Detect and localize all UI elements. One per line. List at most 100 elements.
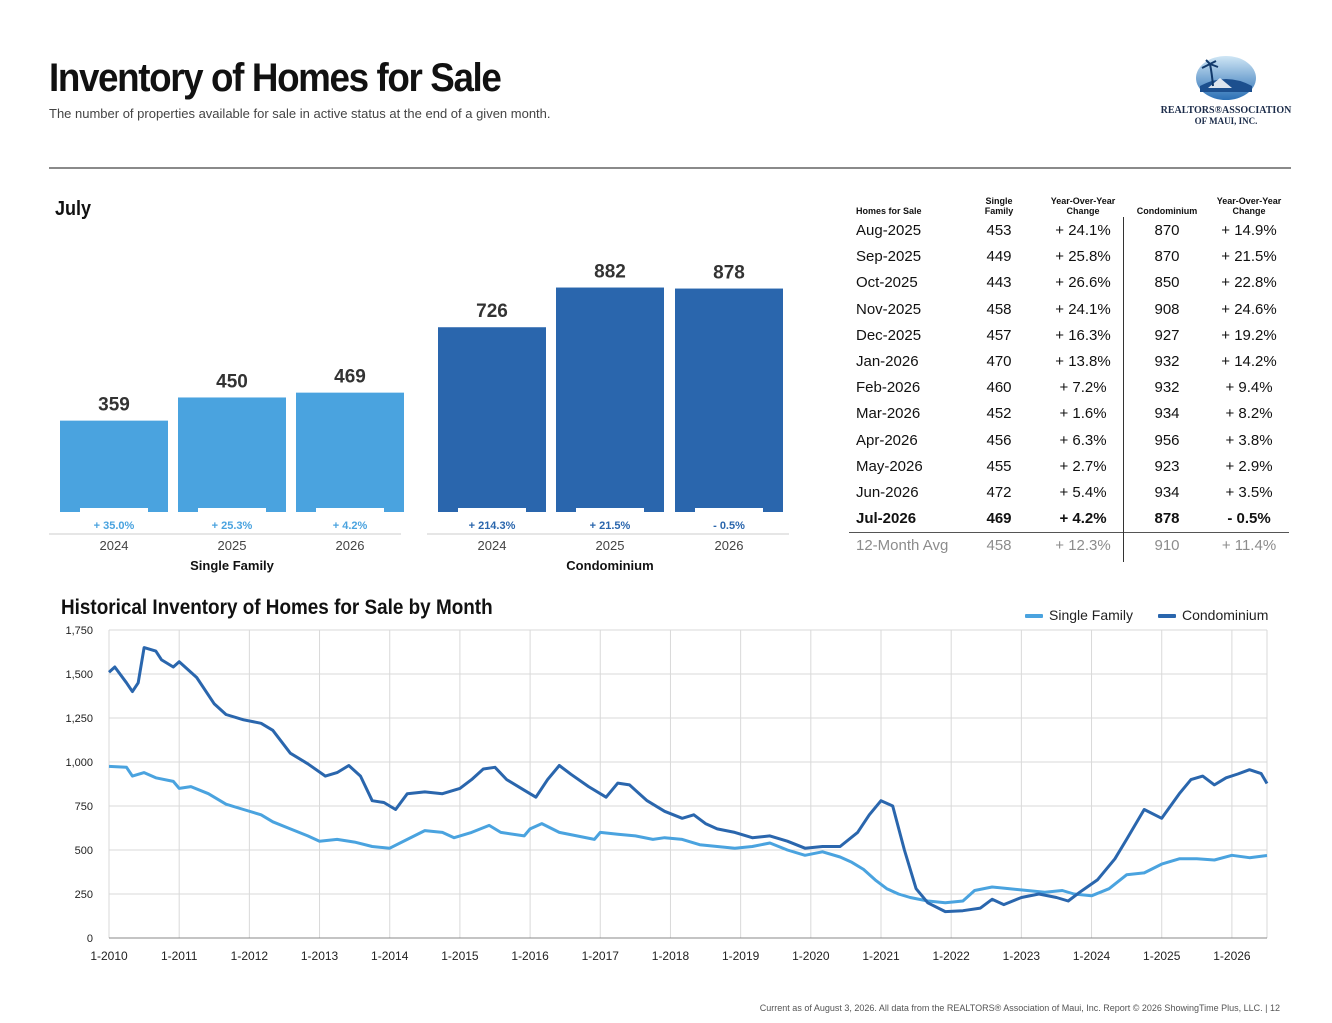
- bar-year-label: 2024: [100, 538, 129, 553]
- row-single-family: 455: [986, 457, 1012, 475]
- y-tick-label: 750: [75, 801, 93, 813]
- row-condo-change: + 24.6%: [1221, 300, 1277, 318]
- avg-sf-change: + 12.3%: [1055, 537, 1111, 555]
- row-condo-change: + 8.2%: [1225, 405, 1273, 423]
- y-tick-label: 1,500: [65, 669, 93, 681]
- y-tick-label: 0: [87, 933, 93, 945]
- x-tick-label: 1-2019: [722, 949, 760, 963]
- row-month: May-2026: [856, 457, 923, 475]
- table-row: Jul-2026 469 + 4.2% 878 - 0.5%: [849, 506, 1289, 532]
- bar-single-family-2024: [60, 420, 168, 512]
- logo-text-2: OF MAUI, INC.: [1195, 116, 1258, 126]
- bar-single-family-2025: [178, 397, 286, 512]
- avg-sf: 458: [986, 537, 1012, 555]
- table-row: Oct-2025 443 + 26.6% 850 + 22.8%: [849, 270, 1289, 296]
- row-condo-change: - 0.5%: [1227, 510, 1271, 528]
- bar-value-label: 469: [334, 367, 366, 388]
- row-condominium: 932: [1154, 379, 1180, 397]
- row-sf-change: + 5.4%: [1059, 483, 1107, 501]
- row-condo-change: + 19.2%: [1221, 326, 1277, 344]
- row-month: Oct-2025: [856, 274, 918, 292]
- bar-change-tab: [695, 508, 763, 512]
- row-single-family: 458: [986, 300, 1012, 318]
- avg-condo: 910: [1154, 537, 1180, 555]
- row-condo-change: + 9.4%: [1225, 379, 1273, 397]
- row-sf-change: + 24.1%: [1055, 222, 1111, 239]
- bar-value-label: 450: [216, 371, 248, 392]
- row-condo-change: + 3.8%: [1225, 431, 1273, 449]
- row-sf-change: + 26.6%: [1055, 274, 1111, 292]
- table-column-divider: [1123, 217, 1124, 562]
- row-sf-change: + 24.1%: [1055, 300, 1111, 318]
- row-single-family: 472: [986, 483, 1012, 501]
- header-condominium: Condominium: [1136, 206, 1198, 216]
- table-header: Homes for Sale Single Family Year-Over-Ye…: [849, 190, 1289, 218]
- table-row: Sep-2025 449 + 25.8% 870 + 21.5%: [849, 244, 1289, 270]
- row-single-family: 443: [986, 274, 1012, 292]
- page-title: Inventory of Homes for Sale: [49, 56, 502, 100]
- table-avg-row: 12-Month Avg 458 + 12.3% 910 + 11.4%: [849, 532, 1289, 559]
- row-condo-change: + 14.9%: [1221, 222, 1277, 239]
- y-tick-label: 1,000: [65, 757, 93, 769]
- row-condominium: 923: [1154, 457, 1180, 475]
- row-sf-change: + 1.6%: [1059, 405, 1107, 423]
- row-month: Sep-2025: [856, 248, 922, 266]
- history-title: Historical Inventory of Homes for Sale b…: [61, 596, 493, 619]
- row-condominium: 934: [1154, 405, 1180, 423]
- bar-change-label: + 21.5%: [590, 520, 631, 532]
- row-sf-change: + 4.2%: [1059, 510, 1107, 528]
- bar-change-label: + 35.0%: [94, 520, 135, 532]
- page-subtitle: The number of properties available for s…: [49, 106, 551, 121]
- bar-condominium-2026: [675, 288, 783, 512]
- row-month: Apr-2026: [856, 431, 918, 449]
- table-body: Aug-2025 453 + 24.1% 870 + 14.9% Sep-2025 449 +…: [849, 218, 1289, 532]
- footer-note: Current as of August 3, 2026. All data f…: [759, 1003, 1280, 1013]
- table-row: Aug-2025 453 + 24.1% 870 + 14.9%: [849, 218, 1289, 244]
- table-row: Apr-2026 456 + 6.3% 956 + 3.8%: [849, 428, 1289, 454]
- x-tick-label: 1-2015: [441, 949, 479, 963]
- header-sf-change: Year-Over-Year Change: [1050, 196, 1116, 216]
- row-condominium: 878: [1154, 510, 1180, 528]
- y-tick-label: 250: [75, 889, 93, 901]
- bar-value-label: 878: [713, 263, 745, 284]
- association-logo: REALTORS®ASSOCIATION OF MAUI, INC.: [1161, 56, 1292, 126]
- row-single-family: 470: [986, 352, 1012, 370]
- group-label-single-family: Single Family: [190, 558, 275, 573]
- row-single-family: 469: [986, 510, 1012, 528]
- x-tick-label: 1-2012: [231, 949, 269, 963]
- bar-value-label: 726: [476, 301, 508, 322]
- row-sf-change: + 6.3%: [1059, 431, 1107, 449]
- x-tick-label: 1-2021: [862, 949, 900, 963]
- table-row: May-2026 455 + 2.7% 923 + 2.9%: [849, 454, 1289, 480]
- row-condominium: 850: [1154, 274, 1180, 292]
- row-month: Jun-2026: [856, 483, 919, 501]
- bar-change-tab: [80, 508, 148, 512]
- group-label-condominium: Condominium: [566, 558, 653, 573]
- x-tick-label: 1-2016: [511, 949, 549, 963]
- bar-change-label: - 0.5%: [713, 520, 745, 532]
- row-condo-change: + 21.5%: [1221, 248, 1277, 266]
- bar-year-label: 2025: [218, 538, 247, 553]
- row-month: Aug-2025: [856, 222, 922, 239]
- row-sf-change: + 2.7%: [1059, 457, 1107, 475]
- bar-change-label: + 25.3%: [212, 520, 253, 532]
- header-condo-change: Year-Over-Year Change: [1216, 196, 1282, 216]
- row-condominium: 956: [1154, 431, 1180, 449]
- month-label: July: [55, 198, 92, 220]
- table-row: Feb-2026 460 + 7.2% 932 + 9.4%: [849, 375, 1289, 401]
- row-condominium: 927: [1154, 326, 1180, 344]
- x-tick-label: 1-2020: [792, 949, 830, 963]
- legend-condominium: Condominium: [1158, 607, 1268, 623]
- row-condominium: 870: [1154, 222, 1180, 239]
- x-tick-label: 1-2013: [301, 949, 339, 963]
- bar-year-label: 2025: [596, 538, 625, 553]
- y-tick-label: 500: [75, 845, 93, 857]
- table-row: Jun-2026 472 + 5.4% 934 + 3.5%: [849, 480, 1289, 506]
- row-month: Nov-2025: [856, 300, 922, 318]
- row-sf-change: + 7.2%: [1059, 379, 1107, 397]
- monthly-table: Homes for Sale Single Family Year-Over-Ye…: [849, 190, 1289, 562]
- row-single-family: 456: [986, 431, 1012, 449]
- bar-year-label: 2024: [478, 538, 507, 553]
- bar-single-family-2026: [296, 392, 404, 512]
- bar-change-tab: [458, 508, 526, 512]
